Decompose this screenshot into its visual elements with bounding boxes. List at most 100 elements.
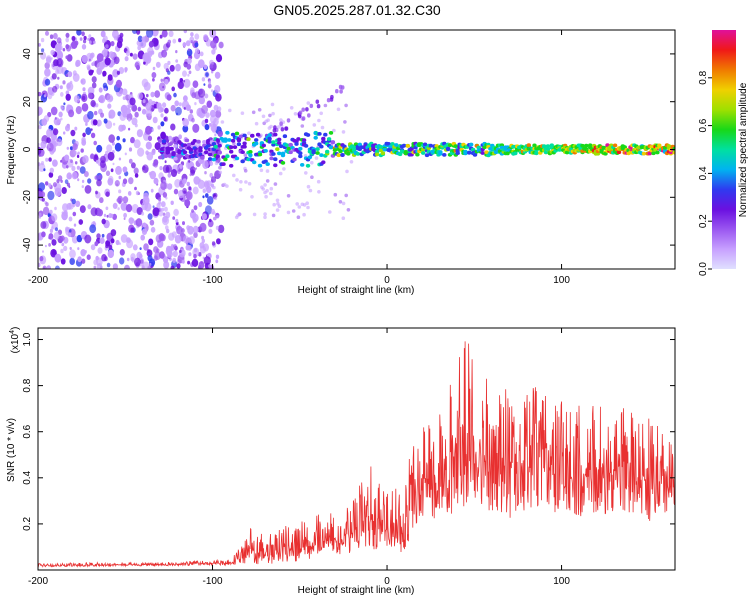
x-tick-label: -100 — [203, 576, 223, 587]
spectrogram-cell — [96, 179, 102, 187]
spectrogram-cell — [271, 152, 276, 156]
spectrogram-cell — [189, 166, 196, 174]
spectrogram-cell — [140, 234, 145, 241]
spectrogram-cell — [304, 171, 308, 175]
spectrogram-cell — [167, 183, 173, 190]
spectrogram-cell — [159, 34, 163, 39]
spectrogram-cell — [79, 37, 83, 41]
spectrogram-cell — [110, 229, 117, 237]
spectrogram-cell — [183, 78, 191, 88]
spectrogram-cell — [61, 203, 69, 212]
spectrogram-cell — [60, 235, 65, 241]
spectrogram-cell — [141, 211, 145, 216]
spectrogram-cell — [286, 118, 291, 123]
snr-x-ticks: -200 -100 0 100 — [28, 328, 570, 587]
spectrogram-cell — [228, 108, 232, 113]
spectrogram-cell — [302, 212, 306, 217]
spectrogram-cell — [340, 85, 345, 90]
spectrogram-cell — [147, 50, 153, 57]
spectrogram-cell — [54, 43, 62, 53]
spectrogram-cell — [122, 178, 128, 185]
spectrogram-cell — [150, 91, 155, 98]
spectrogram-cell — [114, 142, 122, 152]
spectrogram-cell — [47, 190, 55, 201]
spectrogram-cell — [190, 32, 194, 37]
spectrogram-cell — [339, 89, 343, 94]
spectrogram-cell — [209, 109, 216, 118]
spectrogram-cell — [40, 37, 45, 43]
spectrogram-cell — [338, 200, 343, 204]
spectrogram-cell — [212, 211, 216, 215]
spectrogram-cell — [189, 36, 195, 43]
spectrogram-cell — [469, 142, 474, 147]
spectrogram-cell — [53, 59, 59, 67]
spectrogram-cell — [159, 251, 165, 259]
spectrogram-cell — [333, 192, 338, 197]
spectrogram-cell — [215, 259, 219, 264]
spectrogram-cell — [81, 55, 88, 63]
spectrogram-cell — [69, 146, 73, 151]
spectrogram-cell — [580, 143, 585, 148]
spectrogram-cell — [174, 100, 179, 107]
spectrogram-cell — [118, 175, 122, 180]
spectrogram-cell — [40, 51, 47, 60]
spectrogram-cell — [96, 257, 103, 267]
spectrogram-cell — [122, 196, 129, 204]
spectrogram-cell — [341, 216, 346, 220]
spectrogram-cell — [543, 150, 549, 155]
spectrogram-cell — [254, 121, 259, 126]
spectrogram-cell — [84, 234, 92, 244]
spectrogram-cell — [100, 155, 106, 164]
spectrogram-cell — [243, 153, 248, 157]
x-tick-label: 100 — [553, 275, 570, 286]
spectrogram-cell — [215, 93, 222, 102]
spectrogram-cell — [215, 154, 220, 159]
spectrogram-cell — [75, 61, 80, 67]
spectrogram-cell — [179, 164, 183, 169]
spectrogram-cell — [584, 143, 589, 148]
spectrogram-cell — [193, 205, 198, 211]
spectrogram-cell — [54, 117, 57, 120]
spectrogram-cell — [480, 151, 485, 155]
spectrogram-cell — [118, 200, 122, 205]
spectrogram-cell — [201, 238, 205, 244]
spectrogram-cell — [156, 102, 162, 110]
spectrogram-cell — [234, 131, 240, 136]
spectrogram-cell — [147, 249, 151, 254]
spectrogram-cell — [271, 213, 276, 218]
snr-y-ticks: 0.2 0.4 0.6 0.8 1.0 — [22, 332, 675, 531]
spectrogram-cell — [267, 139, 272, 144]
spectrogram-cell — [169, 146, 174, 151]
spectrogram-cell — [79, 205, 86, 214]
spectrogram-cell — [188, 186, 192, 191]
spectrogram-cell — [73, 95, 80, 103]
spectrogram-cell — [394, 143, 399, 147]
spectrogram-cell — [194, 48, 200, 55]
spectrogram-cell — [154, 90, 161, 98]
spectrogram-cell — [45, 56, 52, 64]
spectrogram-cell — [336, 153, 341, 158]
spectrogram-cell — [166, 94, 172, 101]
spectrogram-cell — [92, 221, 96, 225]
spectrogram-cell — [59, 85, 63, 90]
spectrogram-cell — [48, 183, 52, 188]
spectrogram-cell — [208, 123, 212, 127]
spectrogram-cell — [200, 155, 205, 160]
spectrogram-cell — [126, 257, 130, 262]
spectrogram-cell — [65, 93, 71, 101]
spectrogram-cell — [105, 170, 111, 177]
snr-series-line — [38, 341, 675, 568]
spectrogram-cell — [80, 78, 86, 85]
spectrogram-cell — [178, 38, 182, 43]
spectrogram-cell — [186, 181, 190, 187]
spectrogram-cell — [135, 190, 140, 196]
spectrogram-cell — [296, 137, 301, 141]
spectrogram-cell — [175, 63, 181, 72]
spectrogram-cell — [221, 162, 226, 167]
spectrogram-cell — [183, 107, 186, 110]
spectrogram-cell — [305, 107, 309, 112]
spectrogram-cell — [63, 102, 66, 106]
spectrogram-cell — [48, 172, 54, 178]
spectrogram-cell — [162, 215, 168, 223]
spectrogram-cell — [161, 49, 168, 58]
